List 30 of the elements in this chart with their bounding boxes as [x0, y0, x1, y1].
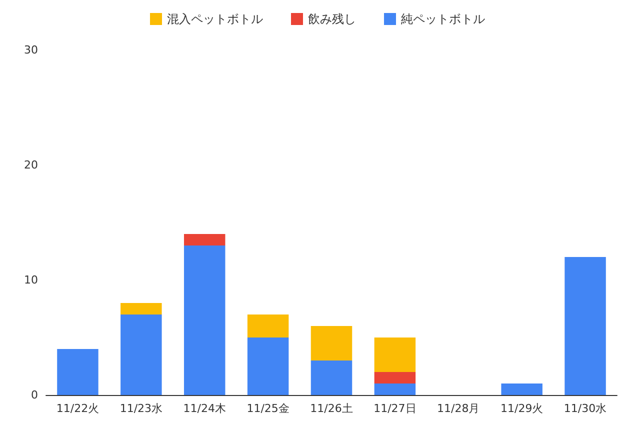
y-tick-label: 0 — [31, 388, 38, 402]
bar — [120, 303, 162, 314]
bar — [247, 314, 289, 338]
bar — [310, 326, 352, 360]
bar — [501, 384, 542, 395]
x-tick-label: 11/27日 — [374, 402, 416, 415]
x-tick-label: 11/25金 — [246, 402, 290, 415]
y-tick-label: 10 — [24, 274, 38, 286]
bar — [374, 372, 416, 384]
x-tick-label: 11/23水 — [120, 402, 163, 415]
x-tick-label: 11/30水 — [564, 402, 607, 415]
x-tick-label: 11/29火 — [500, 402, 544, 415]
bar — [310, 360, 352, 395]
bar — [184, 246, 226, 395]
x-tick-label: 11/28月 — [437, 402, 480, 415]
x-tick-label: 11/26土 — [310, 402, 353, 415]
bar — [247, 338, 289, 395]
legend-label: 飲み残し — [308, 12, 356, 26]
y-tick-label: 30 — [24, 44, 38, 56]
bar — [564, 257, 606, 395]
bar — [374, 384, 416, 395]
bar — [184, 234, 226, 246]
bar — [57, 349, 98, 395]
x-tick-label: 11/22火 — [56, 402, 100, 415]
legend-label: 混入ペットボトル — [167, 12, 263, 26]
bar — [120, 314, 162, 395]
y-tick-label: 20 — [24, 158, 38, 172]
legend-label: 純ペットボトル — [401, 12, 485, 26]
bar — [374, 338, 416, 372]
x-tick-label: 11/24木 — [183, 402, 226, 415]
